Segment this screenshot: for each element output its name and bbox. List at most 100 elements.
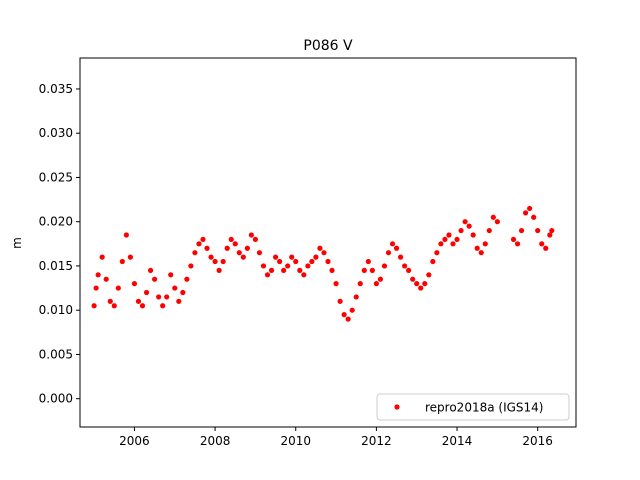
data-point [236,250,242,256]
data-point [135,298,142,304]
data-point [345,316,351,322]
data-point [518,227,525,234]
data-point [272,254,279,260]
data-point [301,272,307,278]
data-point [139,303,146,309]
data-point [143,289,150,296]
data-point [478,250,484,256]
chart-title: P086 V [303,38,353,54]
data-point [285,263,291,269]
data-point [200,236,206,243]
x-tick-label: 2006 [119,434,150,448]
y-tick-label: 0.030 [39,126,73,140]
data-point [414,281,420,287]
y-tick-label: 0.005 [39,347,73,361]
x-tick-label: 2008 [200,434,231,448]
data-point [260,263,267,269]
data-point [172,285,178,291]
data-point [522,210,529,216]
plot-frame [79,57,577,428]
y-axis-ticks: 0.000 0.005 0.010 0.015 0.020 0.025 0.030 0.035 [39,82,80,406]
data-point [256,250,263,256]
y-tick-label: 0.015 [39,259,73,273]
data-point [329,267,335,273]
data-point [418,285,424,291]
data-point [543,245,549,251]
data-point [119,258,125,265]
data-point [381,263,388,269]
data-point [321,250,327,256]
data-point [111,303,117,309]
data-point [264,272,271,278]
data-point [228,236,234,243]
data-point [220,258,226,265]
data-point [309,258,315,265]
data-point [216,267,222,273]
data-point [349,307,355,313]
data-point [333,281,339,287]
data-point [115,285,121,291]
data-point [325,258,331,265]
data-point [212,258,218,265]
data-point [248,232,254,238]
y-tick-label: 0.020 [39,215,73,229]
data-point [531,214,537,220]
data-point [514,241,521,247]
data-point [510,236,517,243]
data-point [305,263,311,269]
data-point [422,281,428,287]
data-point [549,227,555,234]
data-point [357,281,363,287]
x-tick-label: 2016 [522,434,553,448]
data-point [389,241,396,247]
data-point [103,276,109,282]
y-tick-label: 0.010 [39,303,73,317]
data-point [240,254,246,260]
data-point [361,267,367,273]
legend-entry: repro2018a (IGS14) [425,401,543,415]
data-point [147,267,154,273]
data-point [442,236,448,243]
data-point [462,219,468,225]
data-point [470,232,476,238]
data-point [176,298,182,304]
data-point [353,294,359,300]
data-point [204,245,210,251]
y-tick-label: 0.000 [39,392,73,406]
data-point [430,258,436,265]
data-point [365,258,371,265]
data-point [160,303,166,309]
data-point [397,254,404,260]
data-points [91,205,555,322]
legend-box [376,393,570,421]
data-point [293,258,299,265]
data-point [184,276,190,282]
data-point [377,276,384,282]
data-point [547,232,553,238]
data-point [527,205,533,212]
y-tick-label: 0.025 [39,170,73,184]
legend-marker [394,404,400,410]
data-point [289,254,295,260]
data-point [438,241,444,247]
data-point [232,241,238,247]
data-point [95,272,101,278]
data-point [446,232,452,238]
y-tick-label: 0.035 [39,82,73,96]
x-tick-label: 2012 [361,434,392,448]
x-tick-label: 2010 [280,434,311,448]
data-point [152,276,158,282]
data-point [402,263,408,269]
x-tick-label: 2014 [442,434,473,448]
data-point [127,254,134,260]
data-point [123,232,129,238]
data-point [192,250,198,256]
data-point [393,245,400,251]
data-point [252,236,259,243]
data-point [426,272,432,278]
data-point [297,267,303,273]
data-point [268,267,275,273]
data-point [539,241,545,247]
data-point [337,298,343,304]
data-point [156,294,162,300]
